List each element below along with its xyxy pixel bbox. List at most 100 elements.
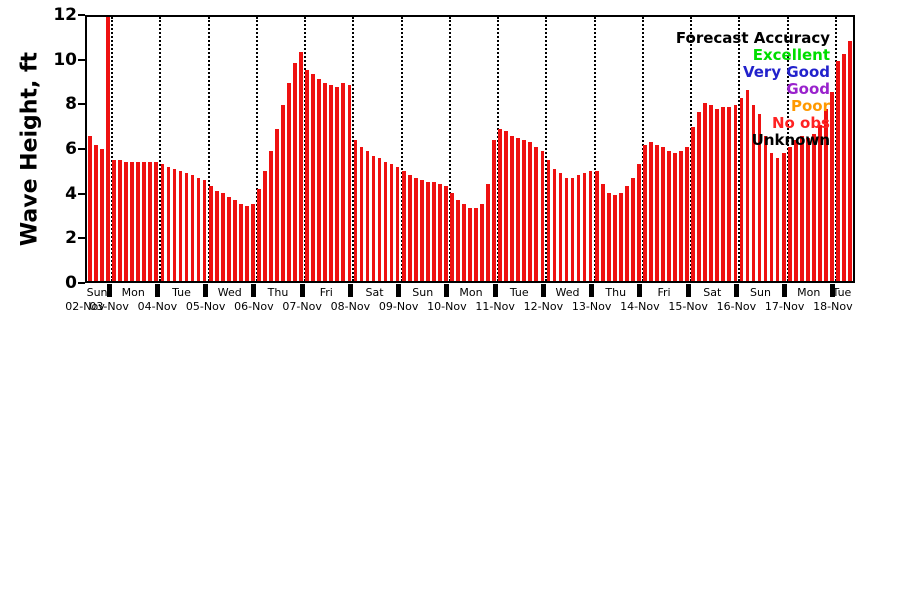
wave-height-bar xyxy=(100,149,104,281)
x-axis-day-tick xyxy=(685,284,691,297)
x-tick-date: 08-Nov xyxy=(330,300,371,313)
wave-height-bar xyxy=(148,162,153,281)
legend-entry-excellent: Excellent xyxy=(752,46,830,64)
y-tick-mark xyxy=(78,237,85,240)
y-tick-label: 2 xyxy=(65,228,77,249)
wave-height-bar xyxy=(703,102,708,281)
x-axis-day-tick xyxy=(540,284,546,297)
x-tick-day-name: Fri xyxy=(657,286,671,299)
wave-height-bar xyxy=(136,162,141,281)
day-boundary-gridline xyxy=(497,17,500,281)
wave-height-bar xyxy=(450,193,454,281)
wave-height-bar xyxy=(552,168,557,281)
x-axis-day-tick xyxy=(589,284,595,297)
wave-height-bar xyxy=(244,206,249,281)
x-axis-day-tick xyxy=(396,284,402,297)
day-boundary-gridline xyxy=(304,17,307,281)
wave-height-bar xyxy=(172,168,177,281)
wave-height-bar xyxy=(214,190,219,281)
wave-height-bar xyxy=(94,144,98,281)
day-boundary-gridline xyxy=(255,17,258,281)
wave-height-bar xyxy=(425,182,430,281)
x-axis-day-tick xyxy=(154,284,160,297)
x-axis-day-tick xyxy=(347,284,353,297)
x-axis-day-tick xyxy=(444,284,450,297)
wave-height-bar xyxy=(570,177,575,281)
x-tick-day-name: Mon xyxy=(121,286,145,299)
x-tick-day-name: Sat xyxy=(703,286,722,299)
wave-height-bar xyxy=(606,193,611,281)
x-axis-day-tick xyxy=(782,284,788,297)
wave-height-bar xyxy=(220,193,225,281)
x-axis-day-tick xyxy=(830,284,836,297)
x-tick-day-name: Sat xyxy=(365,286,384,299)
y-tick-mark xyxy=(78,103,85,106)
wave-height-bar xyxy=(480,204,484,281)
x-tick-date: 02-Nov xyxy=(65,300,105,313)
wave-height-bar xyxy=(727,107,732,281)
wave-height-bar xyxy=(154,162,159,281)
x-tick-date: 04-Nov xyxy=(137,300,178,313)
x-tick-day-name: Tue xyxy=(509,286,529,299)
wave-height-bar xyxy=(709,105,714,281)
wave-height-bar xyxy=(769,153,774,281)
wave-height-bar xyxy=(88,135,92,281)
wave-height-bar xyxy=(830,91,834,281)
x-axis-day-tick xyxy=(492,284,498,297)
wave-height-bar xyxy=(582,173,587,281)
wave-height-bar xyxy=(836,61,840,281)
wave-height-bar xyxy=(775,157,780,281)
wave-height-bar xyxy=(576,175,581,281)
wave-height-bar xyxy=(546,160,551,281)
plot-area xyxy=(85,15,855,283)
legend-entry-good: Good xyxy=(786,80,830,98)
wave-height-bar xyxy=(594,171,599,281)
legend: Forecast Accuracy Excellent Very Good Good… xyxy=(676,30,830,149)
wave-height-bar xyxy=(673,153,677,281)
x-tick-day-name: Sun xyxy=(86,286,108,299)
wave-height-bar xyxy=(781,153,786,281)
day-boundary-gridline xyxy=(448,17,451,281)
wave-height-bar xyxy=(293,63,297,281)
wave-height-bar xyxy=(395,166,400,281)
wave-height-bar xyxy=(504,131,509,281)
wave-height-bar xyxy=(353,140,358,281)
wave-height-bar xyxy=(305,69,309,281)
x-tick-date: 09-Nov xyxy=(378,300,419,313)
wave-height-bar xyxy=(721,107,726,281)
y-tick-mark xyxy=(78,58,85,61)
wave-height-bar xyxy=(437,184,442,281)
x-axis-day-tick xyxy=(733,284,739,297)
wave-height-bar xyxy=(413,177,418,281)
x-axis-day-tick xyxy=(251,284,257,297)
day-boundary-gridline xyxy=(352,17,355,281)
wave-height-bar xyxy=(528,142,533,281)
wave-height-bar xyxy=(715,109,720,281)
wave-height-bar xyxy=(600,184,605,281)
wave-height-bar xyxy=(359,146,364,281)
wave-height-bar xyxy=(287,83,291,281)
wave-height-bar xyxy=(202,179,207,281)
x-tick-date: 13-Nov xyxy=(571,300,612,313)
wave-height-bar xyxy=(667,151,671,281)
wave-height-bar xyxy=(124,162,129,281)
y-tick-label: 0 xyxy=(65,273,77,293)
y-tick-mark xyxy=(78,148,85,150)
wave-height-bar xyxy=(691,127,696,281)
x-tick-day-name: Fri xyxy=(319,286,333,299)
legend-entry-very-good: Very Good xyxy=(742,63,830,81)
day-boundary-gridline xyxy=(207,17,210,281)
wave-height-bar xyxy=(588,171,593,281)
wave-height-bar xyxy=(540,151,545,281)
wave-height-bar xyxy=(823,109,828,281)
wave-height-bar xyxy=(456,199,460,281)
wave-height-bar xyxy=(624,186,629,281)
wave-height-bar xyxy=(365,151,370,281)
wave-height-bar xyxy=(486,184,490,281)
wave-height-bar xyxy=(106,17,110,281)
day-boundary-gridline xyxy=(641,17,644,281)
x-tick-date: 03-Nov xyxy=(89,300,129,313)
wave-height-bar xyxy=(401,171,406,281)
wave-height-bar xyxy=(558,173,563,281)
x-tick-date: 14-Nov xyxy=(620,300,660,313)
